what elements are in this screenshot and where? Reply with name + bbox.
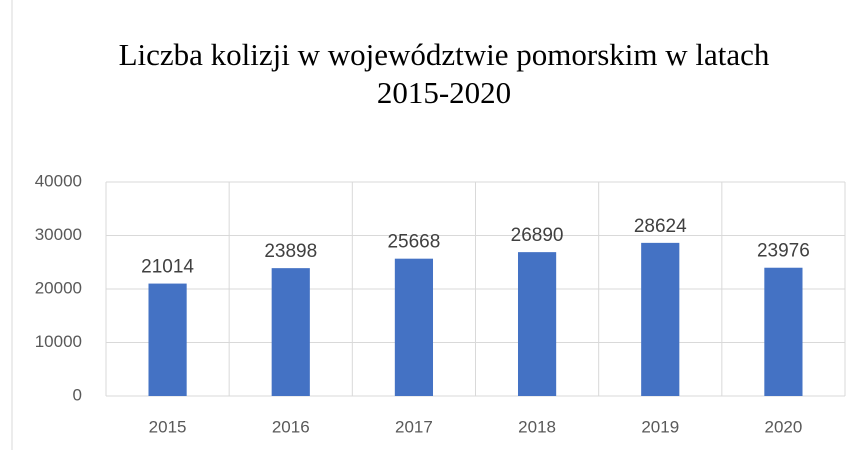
data-label: 23976 — [757, 241, 810, 262]
bar — [517, 252, 557, 396]
bar — [641, 242, 680, 396]
y-tick-label: 30000 — [35, 225, 82, 244]
x-tick-label: 2016 — [272, 417, 310, 436]
chart-title: Liczba kolizji w województwie pomorskim … — [118, 37, 770, 110]
y-tick-label: 10000 — [35, 332, 82, 351]
bar — [271, 268, 310, 396]
x-tick-label: 2015 — [149, 417, 187, 436]
data-label: 23898 — [264, 241, 317, 262]
x-tick-label: 2017 — [395, 417, 433, 436]
bar — [394, 258, 434, 396]
bar — [148, 283, 187, 396]
y-tick-label: 0 — [73, 385, 82, 404]
data-label: 28624 — [634, 216, 687, 237]
data-label: 25668 — [387, 232, 440, 253]
data-label: 21014 — [141, 257, 194, 278]
data-label: 26890 — [511, 225, 564, 246]
y-tick-label: 20000 — [35, 278, 82, 297]
x-tick-label: 2020 — [765, 417, 803, 436]
bar — [764, 267, 803, 396]
x-tick-label: 2019 — [641, 417, 679, 436]
y-tick-label: 40000 — [35, 171, 82, 190]
x-tick-label: 2018 — [518, 417, 556, 436]
